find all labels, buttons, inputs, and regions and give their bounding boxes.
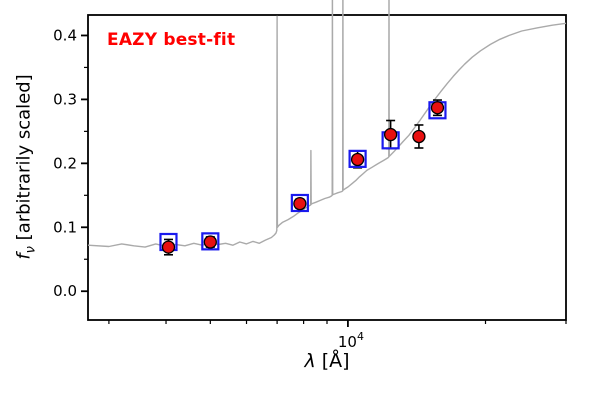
y-axis-label: fν [arbitrarily scaled] xyxy=(14,74,39,259)
y-tick-label: 0.4 xyxy=(53,26,77,44)
y-tick-label: 0.1 xyxy=(53,218,77,236)
observed-photometry-point xyxy=(430,101,445,115)
y-axis-unit: [arbitrarily scaled] xyxy=(13,74,35,247)
axes-frame xyxy=(87,14,567,321)
x-axis-unit: [Å] xyxy=(315,350,350,372)
lambda-symbol: λ xyxy=(304,350,316,372)
y-tick-label: 0.2 xyxy=(53,154,77,172)
observed-photometry-point xyxy=(383,127,398,142)
x-axis-label: λ [Å] xyxy=(304,350,349,372)
observed-photometry-point xyxy=(293,196,307,211)
y-tick-label: 0.3 xyxy=(53,90,77,108)
nu-subscript: ν xyxy=(23,246,39,254)
fnu-symbol: f xyxy=(13,253,35,260)
observed-photometry-point xyxy=(161,240,176,254)
bestfit-annotation: EAZY best-fit xyxy=(107,30,236,50)
observed-photometry-point xyxy=(412,129,426,144)
y-tick-label: 0.0 xyxy=(53,282,77,300)
model-photometry-square xyxy=(290,193,309,213)
observed-photometry-point xyxy=(203,235,217,249)
x-tick-label: 104 xyxy=(338,330,364,351)
observed-photometry-point xyxy=(350,152,365,167)
model-photometry-square xyxy=(348,149,367,168)
model-photometry-square xyxy=(201,232,220,251)
